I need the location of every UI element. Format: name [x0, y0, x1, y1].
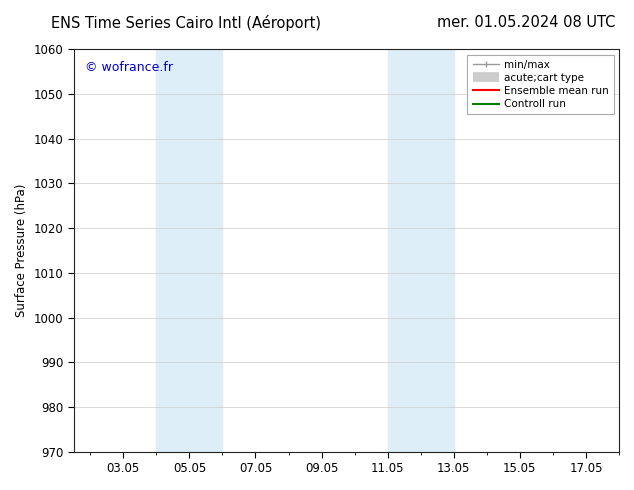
Text: © wofrance.fr: © wofrance.fr [84, 61, 172, 74]
Text: mer. 01.05.2024 08 UTC: mer. 01.05.2024 08 UTC [437, 15, 615, 30]
Bar [157, 49, 223, 452]
Y-axis label: Surface Pressure (hPa): Surface Pressure (hPa) [15, 184, 28, 317]
Bar [387, 49, 454, 452]
Legend: min/max, acute;cart type, Ensemble mean run, Controll run: min/max, acute;cart type, Ensemble mean … [467, 54, 614, 114]
Text: ENS Time Series Cairo Intl (Aéroport): ENS Time Series Cairo Intl (Aéroport) [51, 15, 321, 31]
